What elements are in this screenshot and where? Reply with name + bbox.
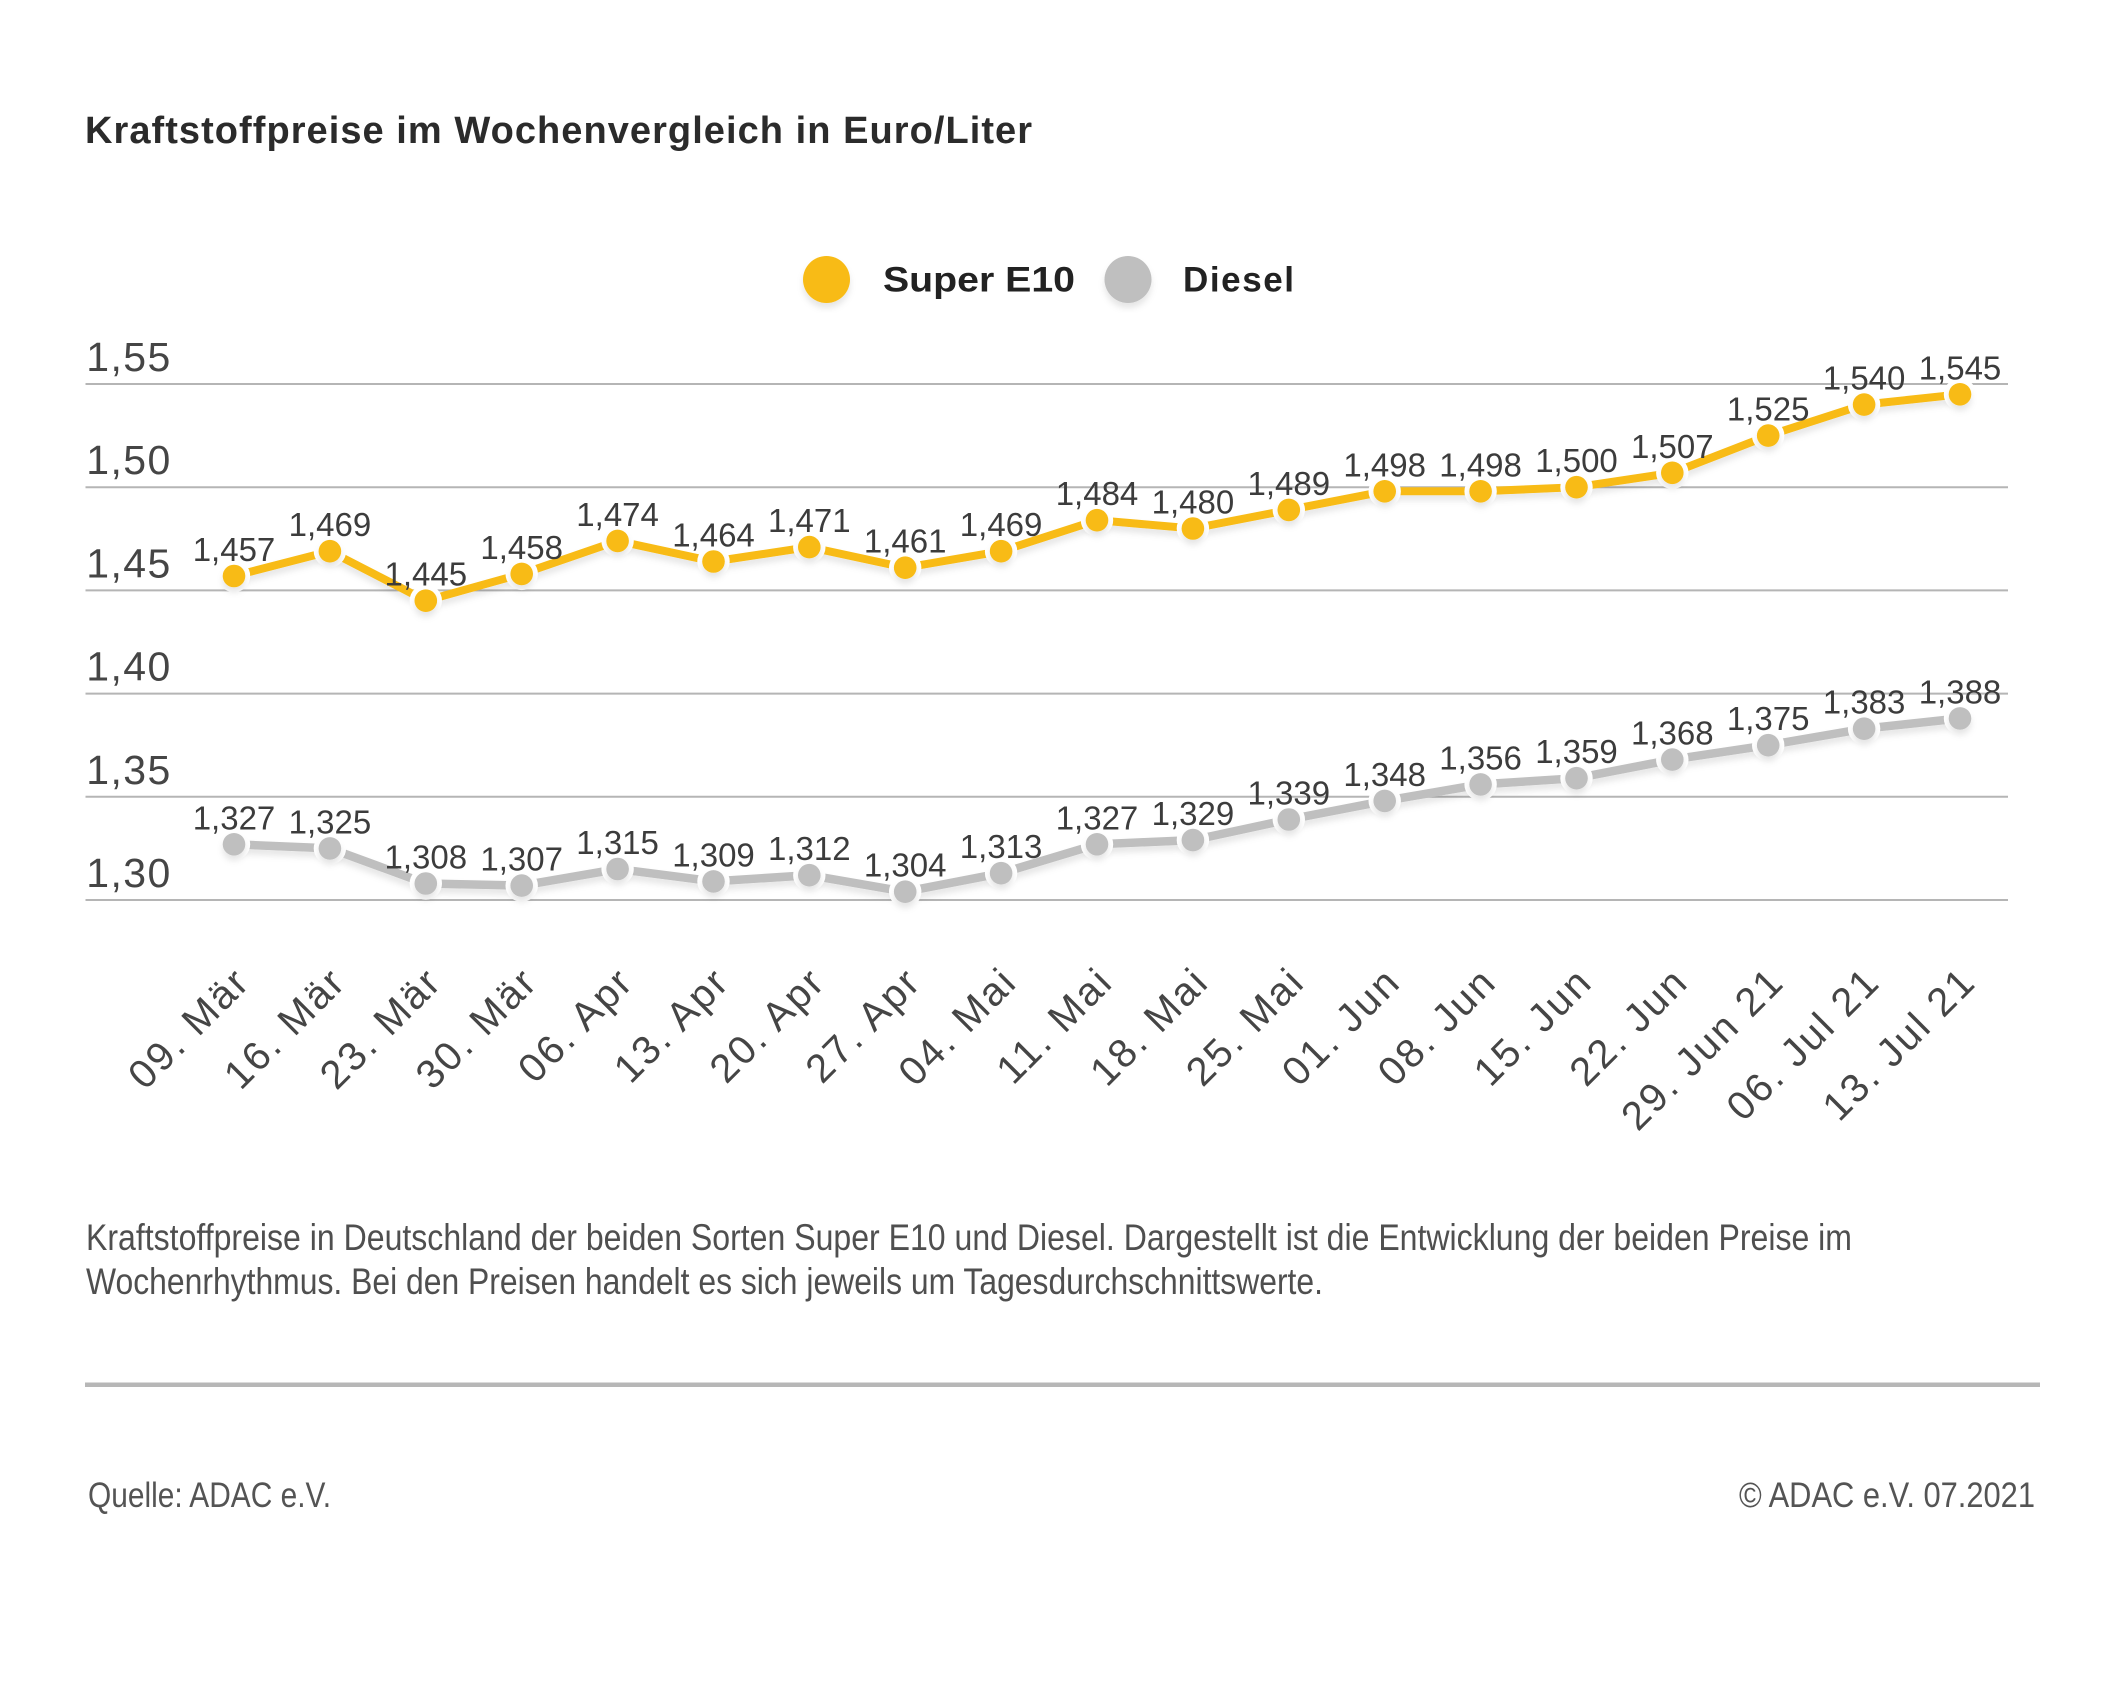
svg-text:1,469: 1,469 — [289, 506, 372, 543]
svg-text:1,30: 1,30 — [86, 850, 170, 896]
svg-text:Quelle: ADAC e.V.: Quelle: ADAC e.V. — [88, 1476, 331, 1515]
svg-text:1,308: 1,308 — [385, 839, 468, 876]
svg-text:1,507: 1,507 — [1631, 428, 1714, 465]
svg-text:Kraftstoffpreise im Wochenverg: Kraftstoffpreise im Wochenvergleich in E… — [85, 110, 1032, 152]
svg-text:1,315: 1,315 — [576, 824, 659, 861]
svg-text:© ADAC e.V. 07.2021: © ADAC e.V. 07.2021 — [1739, 1476, 2035, 1515]
svg-text:1,498: 1,498 — [1343, 446, 1426, 483]
svg-text:Kraftstoffpreise in Deutschlan: Kraftstoffpreise in Deutschland der beid… — [86, 1217, 1852, 1258]
svg-text:1,55: 1,55 — [86, 334, 170, 380]
svg-text:1,304: 1,304 — [864, 847, 947, 884]
svg-text:1,339: 1,339 — [1248, 775, 1331, 812]
svg-text:1,458: 1,458 — [480, 529, 563, 566]
svg-text:Diesel: Diesel — [1183, 261, 1294, 300]
svg-text:1,484: 1,484 — [1056, 475, 1139, 512]
svg-text:1,489: 1,489 — [1248, 465, 1331, 502]
svg-text:1,480: 1,480 — [1152, 484, 1235, 521]
svg-text:1,35: 1,35 — [86, 747, 170, 793]
svg-text:1,545: 1,545 — [1919, 349, 2002, 386]
svg-text:1,40: 1,40 — [86, 644, 170, 690]
svg-text:1,375: 1,375 — [1727, 700, 1810, 737]
svg-text:1,464: 1,464 — [672, 517, 755, 554]
svg-text:1,498: 1,498 — [1439, 446, 1522, 483]
svg-text:1,474: 1,474 — [576, 496, 659, 533]
svg-text:1,313: 1,313 — [960, 828, 1043, 865]
svg-text:1,307: 1,307 — [480, 841, 563, 878]
svg-text:1,309: 1,309 — [672, 836, 755, 873]
svg-text:1,525: 1,525 — [1727, 391, 1810, 428]
svg-text:1,461: 1,461 — [864, 523, 947, 560]
svg-text:1,329: 1,329 — [1152, 795, 1235, 832]
svg-text:1,471: 1,471 — [768, 502, 851, 539]
svg-text:Super E10: Super E10 — [883, 261, 1075, 300]
svg-text:1,348: 1,348 — [1343, 756, 1426, 793]
svg-text:1,45: 1,45 — [86, 540, 170, 586]
svg-text:1,50: 1,50 — [86, 437, 170, 483]
svg-text:1,356: 1,356 — [1439, 739, 1522, 776]
svg-text:1,327: 1,327 — [193, 799, 276, 836]
svg-text:1,383: 1,383 — [1823, 684, 1906, 721]
svg-text:1,469: 1,469 — [960, 506, 1043, 543]
svg-text:1,312: 1,312 — [768, 830, 851, 867]
svg-text:1,359: 1,359 — [1535, 733, 1618, 770]
svg-text:1,325: 1,325 — [289, 803, 372, 840]
svg-text:1,388: 1,388 — [1919, 673, 2002, 710]
svg-text:1,327: 1,327 — [1056, 799, 1139, 836]
svg-text:1,445: 1,445 — [385, 556, 468, 593]
svg-text:1,540: 1,540 — [1823, 360, 1906, 397]
svg-text:1,500: 1,500 — [1535, 442, 1618, 479]
svg-text:Wochenrhythmus. Bei den Preise: Wochenrhythmus. Bei den Preisen handelt … — [86, 1261, 1323, 1302]
svg-text:1,457: 1,457 — [193, 531, 276, 568]
svg-text:1,368: 1,368 — [1631, 715, 1714, 752]
